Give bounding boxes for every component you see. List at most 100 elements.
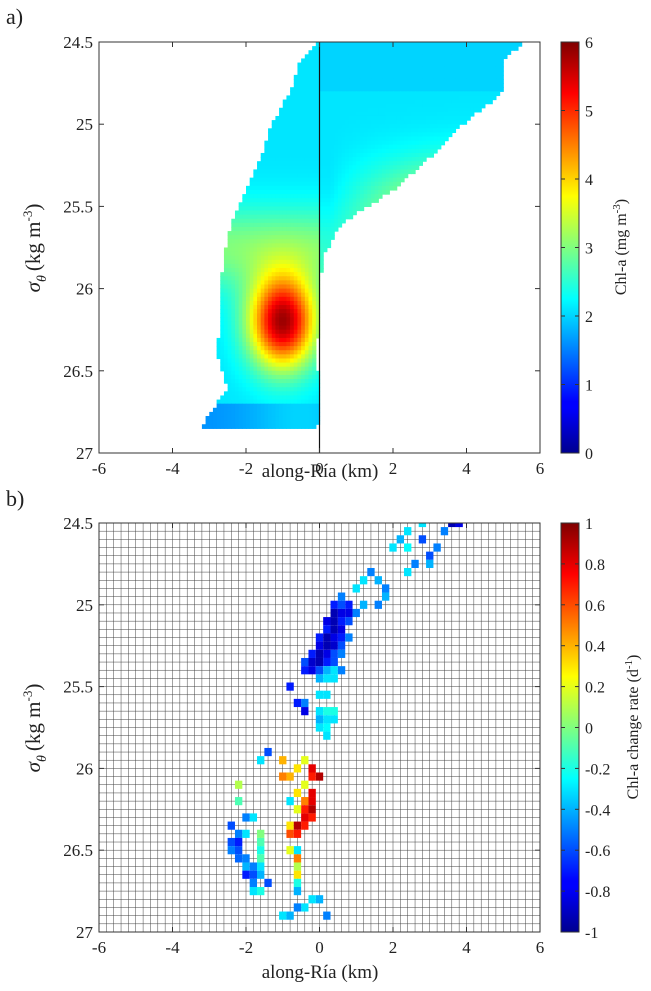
field-cell	[381, 111, 387, 117]
field-cell	[279, 280, 284, 286]
field-cell	[319, 128, 324, 134]
field-cell	[279, 424, 284, 429]
field-cell	[488, 46, 493, 51]
field-cell	[227, 411, 232, 417]
field-cell	[293, 259, 299, 265]
field-cell	[363, 62, 368, 68]
field-cell	[319, 218, 324, 224]
field-cell	[242, 342, 247, 347]
field-cell	[271, 181, 276, 187]
field-cell	[242, 411, 247, 417]
field-cell	[220, 272, 225, 277]
field-cell	[293, 342, 299, 347]
field-cell	[234, 379, 240, 384]
field-cell	[341, 115, 346, 121]
field-cell	[374, 152, 379, 158]
field-cell	[330, 62, 335, 68]
change-rate-cell	[455, 523, 463, 528]
field-cell	[381, 132, 387, 138]
field-cell	[271, 231, 276, 236]
field-cell	[312, 78, 317, 84]
field-cell	[271, 366, 276, 372]
field-cell	[363, 169, 368, 175]
field-cell	[352, 70, 357, 76]
field-cell	[297, 132, 302, 138]
field-cell	[268, 420, 273, 425]
field-cell	[330, 210, 335, 216]
field-cell	[260, 272, 265, 277]
field-cell	[385, 181, 390, 187]
field-cell	[223, 263, 229, 269]
field-cell	[396, 177, 401, 183]
field-cell	[304, 247, 310, 253]
field-cell	[257, 325, 262, 331]
field-cell	[253, 387, 258, 392]
field-cell	[260, 346, 265, 351]
field-cell	[352, 210, 357, 216]
field-cell	[242, 416, 247, 421]
field-cell	[253, 391, 258, 397]
field-cell	[422, 66, 427, 72]
change-rate-cell	[234, 846, 243, 855]
field-cell	[363, 70, 368, 76]
field-cell	[363, 152, 368, 158]
field-cell	[348, 74, 354, 80]
field-cell	[337, 218, 343, 224]
field-cell	[370, 74, 376, 80]
change-rate-cell	[286, 772, 294, 781]
field-cell	[304, 346, 310, 351]
field-cell	[451, 62, 457, 68]
field-cell	[359, 54, 365, 60]
field-cell	[326, 132, 332, 138]
field-cell	[271, 165, 276, 171]
field-cell	[246, 309, 251, 314]
field-cell	[260, 280, 265, 286]
field-cell	[374, 120, 379, 125]
field-cell	[378, 165, 383, 171]
field-cell	[337, 194, 343, 199]
field-cell	[345, 169, 350, 175]
field-cell	[315, 46, 321, 51]
field-cell	[411, 169, 416, 175]
field-cell	[374, 95, 379, 101]
field-cell	[279, 120, 284, 125]
change-rate-cell	[234, 829, 243, 838]
field-cell	[297, 78, 302, 84]
field-cell	[315, 91, 321, 97]
field-cell	[242, 268, 247, 273]
field-cell	[393, 50, 398, 55]
field-cell	[367, 78, 372, 84]
field-cell	[378, 50, 383, 55]
field-cell	[227, 239, 232, 244]
field-cell	[264, 157, 269, 162]
field-cell	[400, 87, 405, 92]
field-cell	[334, 95, 339, 101]
field-cell	[484, 54, 490, 60]
field-cell	[319, 103, 324, 109]
field-cell	[242, 309, 247, 314]
field-cell	[301, 210, 306, 216]
field-cell	[359, 58, 365, 64]
field-cell	[352, 120, 357, 125]
field-cell	[260, 379, 265, 384]
field-cell	[308, 383, 313, 388]
field-cell	[220, 346, 225, 351]
change-rate-cell	[323, 690, 331, 699]
field-cell	[426, 120, 431, 125]
field-cell	[363, 132, 368, 138]
field-cell	[359, 107, 365, 113]
field-cell	[312, 136, 317, 142]
field-cell	[304, 120, 310, 125]
field-cell	[374, 46, 379, 51]
field-cell	[304, 403, 310, 409]
field-cell	[268, 366, 273, 372]
field-cell	[400, 78, 405, 84]
field-cell	[290, 366, 295, 372]
field-cell	[418, 70, 423, 76]
field-cell	[308, 239, 313, 244]
field-cell	[396, 58, 401, 64]
field-cell	[400, 62, 405, 68]
field-cell	[440, 91, 446, 97]
field-cell	[308, 379, 313, 384]
field-cell	[260, 247, 265, 253]
